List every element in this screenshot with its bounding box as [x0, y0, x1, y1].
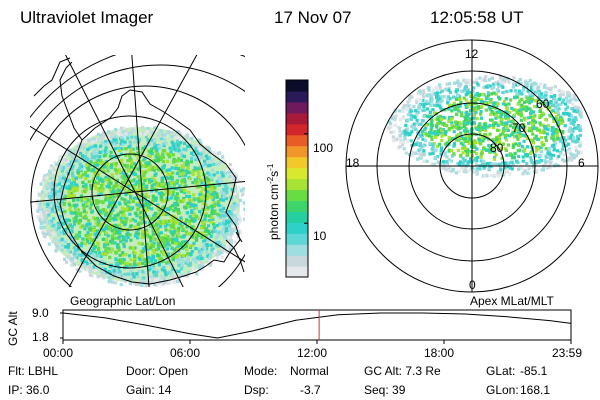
alt-xtick-2359: 23:59: [552, 346, 583, 360]
colorbar-swatch: [286, 80, 308, 92]
magnetic-polar-map: [345, 39, 599, 293]
polar-grid: [345, 39, 599, 293]
colorbar-swatch: [286, 233, 308, 245]
alt-xtick-1800: 18:00: [424, 346, 455, 360]
colorbar-swatch: [286, 101, 308, 114]
mode-label: Mode:: [244, 364, 278, 378]
date-label: 17 Nov 07: [274, 8, 352, 27]
alt-xtick-0000: 00:00: [43, 346, 74, 360]
altitude-plot-frame: [62, 309, 572, 341]
colorbar-swatch: [286, 200, 308, 212]
colorbar-swatch: [286, 189, 308, 201]
mlat-label-80: 80: [490, 141, 504, 155]
door-info: Door: Open: [126, 364, 189, 378]
alt-ytick-1.8: 1.8: [32, 330, 49, 344]
colorbar-swatch: [286, 90, 308, 103]
colorbar-unit-label: photon cm-2s-1: [266, 163, 281, 240]
aurora-emission-right: [387, 75, 583, 178]
left-map-caption: Geographic Lat/Lon: [70, 294, 176, 308]
seq-info: Seq: 39: [364, 383, 406, 397]
mlat-label-60: 60: [536, 97, 550, 111]
geographic-grid: [30, 55, 245, 287]
time-label: 12:05:58 UT: [430, 8, 524, 27]
mlat-label-70: 70: [512, 121, 526, 135]
mlt-label-12: 12: [465, 47, 479, 61]
mlt-label-6: 6: [578, 156, 585, 170]
colorbar-swatch: [286, 112, 308, 125]
colorbar: [285, 79, 309, 278]
antarctica-coastline: [59, 89, 241, 285]
mlt-label-18: 18: [346, 156, 360, 170]
colorbar-swatch: [286, 211, 308, 223]
colorbar-swatch: [286, 255, 308, 267]
colorbar-tick-100: 100: [313, 141, 334, 155]
mlt-label-0: 0: [469, 278, 476, 292]
antarctic-peninsula: [59, 61, 83, 141]
glon-value: 168.1: [520, 383, 551, 397]
glat-value: -85.1: [520, 364, 548, 378]
colorbar-swatch: [286, 156, 308, 169]
dsp-value: -3.7: [300, 383, 321, 397]
colorbar-swatch: [286, 167, 308, 180]
filter-info: Flt: LBHL: [8, 364, 59, 378]
alt-xtick-1200: 12:00: [297, 346, 328, 360]
glat-label: GLat:: [486, 364, 516, 378]
aurora-emission-left: [35, 125, 245, 287]
colorbar-swatch: [286, 145, 308, 158]
right-map-caption: Apex MLat/MLT: [470, 294, 554, 308]
gain-info: Gain: 14: [126, 383, 172, 397]
colorbar-swatch: [286, 266, 308, 278]
new-zealand-coast: [225, 231, 245, 273]
geographic-map: [30, 55, 245, 287]
colorbar-swatch: [286, 178, 308, 191]
alt-plot-ylabel: GC Alt: [6, 311, 20, 346]
ip-info: IP: 36.0: [8, 383, 50, 397]
colorbar-swatch: [286, 244, 308, 256]
south-america-coast: [33, 57, 71, 97]
imager-title: Ultraviolet Imager: [20, 8, 154, 27]
alt-xtick-0600: 06:00: [170, 346, 201, 360]
alt-ytick-9: 9.0: [32, 306, 49, 320]
mode-value: Normal: [290, 364, 329, 378]
altitude-curve: [62, 312, 572, 339]
gc-alt-info: GC Alt: 7.3 Re: [364, 364, 441, 378]
glon-label: GLon:: [486, 383, 519, 397]
altitude-plot: [60, 309, 572, 344]
colorbar-swatch: [286, 222, 308, 234]
colorbar-swatch: [286, 134, 308, 147]
colorbar-tick-10: 10: [313, 229, 327, 243]
dsp-label: Dsp:: [244, 383, 269, 397]
colorbar-swatch: [286, 123, 308, 136]
